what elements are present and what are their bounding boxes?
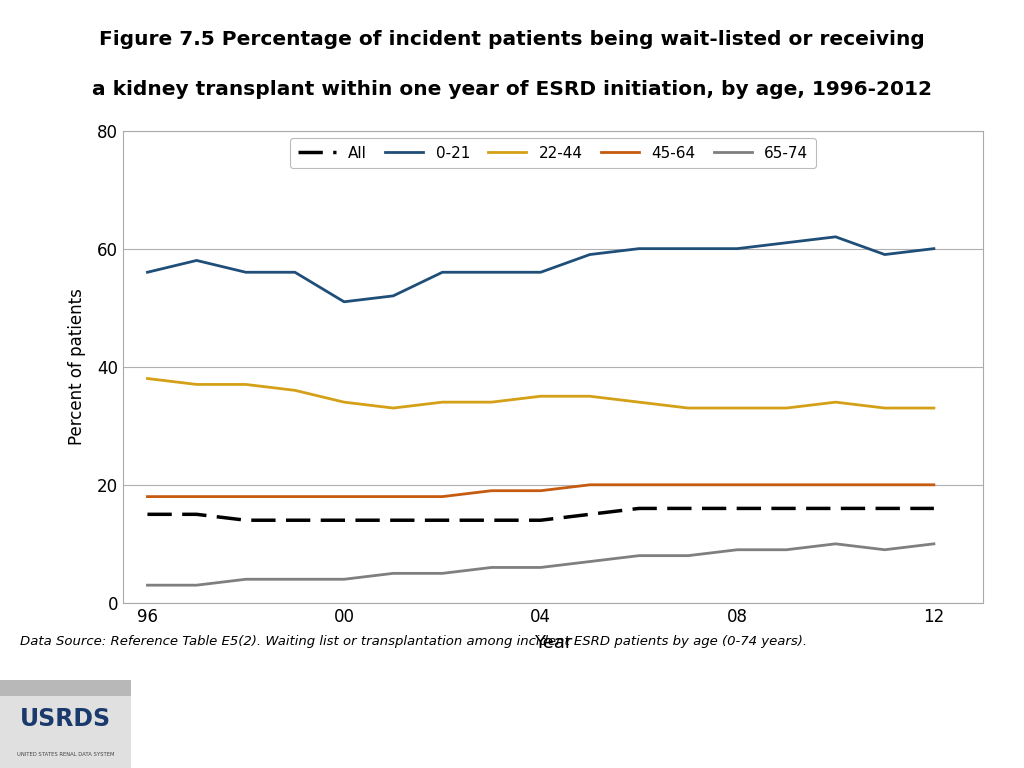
Text: 6: 6 xyxy=(977,715,989,733)
Text: Vol 2, ESRD, Ch 7: Vol 2, ESRD, Ch 7 xyxy=(476,715,650,733)
Text: USRDS: USRDS xyxy=(20,707,111,730)
Bar xyxy=(0,680,131,696)
Text: Figure 7.5 Percentage of incident patients being wait-listed or receiving: Figure 7.5 Percentage of incident patien… xyxy=(99,30,925,49)
Text: UNITED STATES RENAL DATA SYSTEM: UNITED STATES RENAL DATA SYSTEM xyxy=(16,752,115,757)
Y-axis label: Percent of patients: Percent of patients xyxy=(68,288,86,445)
Text: a kidney transplant within one year of ESRD initiation, by age, 1996-2012: a kidney transplant within one year of E… xyxy=(92,80,932,99)
Text: Data Source: Reference Table E5(2). Waiting list or transplantation among incide: Data Source: Reference Table E5(2). Wait… xyxy=(20,634,807,647)
Bar xyxy=(0,680,131,768)
Legend: All, 0-21, 22-44, 45-64, 65-74: All, 0-21, 22-44, 45-64, 65-74 xyxy=(290,138,816,168)
X-axis label: Year: Year xyxy=(534,634,572,652)
